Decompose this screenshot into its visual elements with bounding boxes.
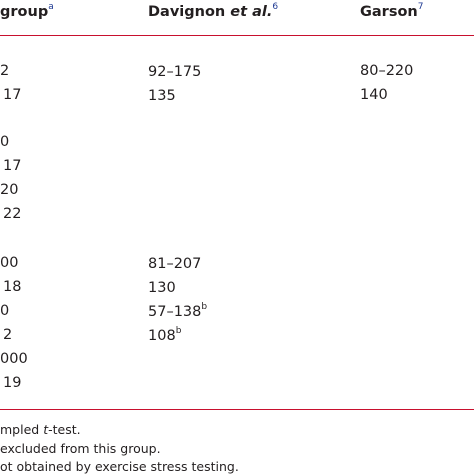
cell-davignon-r5: 57–138b [148,302,208,320]
header-col1: groupa [0,2,54,20]
cell-col1-r8: 18 [3,279,22,295]
cell-col1-r12: 19 [3,375,22,391]
cell-col1-r5: 20 [0,182,19,198]
cell-davignon-r6: 108b [148,326,182,344]
cell-garson-r1: 80–220 [360,63,414,79]
header-col1-footnote: a [48,2,54,12]
cell-col1-r9: 0 [0,303,10,319]
cell-col1-r2: 17 [3,87,22,103]
cell-davignon-r4: 130 [148,279,176,296]
footnote-3: ot obtained by exercise stress testing. [0,459,239,474]
footnote-1: mpled t-test. [0,422,81,437]
cell-davignon-r2: 135 [148,87,176,104]
footnote-2: excluded from this group. [0,441,161,456]
cell-col1-r10: 2 [3,327,13,343]
header-garson-ref: 7 [417,2,424,12]
footer-rule [0,409,474,411]
cell-col1-r6: 22 [3,206,22,222]
header-davignon: Davignon et al.6 [148,2,279,20]
cell-col1-r11: 000 [0,351,28,367]
cell-davignon-r3: 81–207 [148,255,202,272]
cell-davignon-r1: 92–175 [148,63,202,80]
header-garson: Garson7 [360,2,424,20]
header-rule [0,35,474,37]
cell-col1-r4: 17 [3,158,22,174]
cell-garson-r2: 140 [360,87,388,103]
cell-col1-r3: 0 [0,134,10,150]
cell-col1-r7: 00 [0,255,19,271]
cell-col1-r1: 2 [0,63,10,79]
header-davignon-ref: 6 [272,2,279,12]
